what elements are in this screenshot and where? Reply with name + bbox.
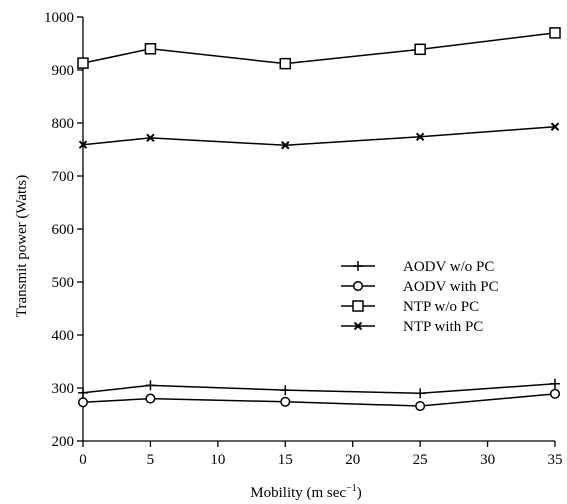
x-tick-label: 15 bbox=[278, 452, 293, 468]
data-point bbox=[415, 132, 425, 141]
legend-marker bbox=[352, 300, 364, 312]
series-ntp-with-pc bbox=[78, 122, 560, 150]
legend: AODV w/o PC AODV with PC NTP w/o PC NTP wit… bbox=[341, 259, 499, 335]
x-tick-label: 0 bbox=[79, 452, 87, 468]
legend-label: AODV w/o PC bbox=[403, 259, 494, 275]
y-tick-label: 500 bbox=[52, 275, 75, 291]
series-ntp-w-o-pc bbox=[77, 27, 561, 70]
data-point bbox=[549, 27, 561, 39]
data-point bbox=[280, 396, 291, 407]
y-tick-label: 800 bbox=[52, 116, 75, 132]
y-axis-label: Transmit power (Watts) bbox=[14, 175, 30, 317]
data-point bbox=[77, 397, 89, 408]
series-layer bbox=[77, 27, 561, 412]
data-point bbox=[414, 43, 426, 56]
data-point bbox=[78, 387, 88, 398]
data-point bbox=[415, 388, 426, 399]
x-tick-label: 5 bbox=[147, 452, 155, 468]
data-point bbox=[279, 57, 292, 70]
data-point bbox=[77, 57, 89, 69]
legend-marker bbox=[353, 261, 363, 271]
legend-marker bbox=[352, 280, 364, 292]
x-axis-label-main: Mobility (m sec bbox=[250, 485, 346, 501]
y-tick-label: 400 bbox=[52, 328, 75, 344]
data-point bbox=[281, 141, 290, 150]
x-tick-label: 10 bbox=[210, 452, 225, 468]
legend-item: NTP w/o PC bbox=[341, 299, 479, 315]
axes: 200 300 400 500 600 700 800 900 1000 0 5 10 15 20 25 30… bbox=[44, 10, 563, 468]
x-axis-label: Mobility (m sec−1) bbox=[250, 483, 361, 501]
x-axis-label-close: ) bbox=[357, 485, 362, 501]
y-tick-label: 700 bbox=[52, 169, 75, 185]
y-tick-label: 300 bbox=[52, 381, 75, 397]
data-point bbox=[146, 133, 155, 143]
x-tick-label: 25 bbox=[413, 452, 428, 468]
data-point bbox=[144, 43, 157, 55]
data-point bbox=[550, 122, 560, 131]
data-point bbox=[145, 380, 156, 391]
y-tick-label: 1000 bbox=[44, 10, 74, 26]
data-point bbox=[415, 400, 426, 412]
legend-item: NTP with PC bbox=[341, 319, 483, 335]
y-tick-label: 200 bbox=[52, 434, 75, 450]
y-tick-label: 600 bbox=[52, 222, 75, 238]
legend-item: AODV with PC bbox=[341, 279, 499, 295]
legend-label: AODV with PC bbox=[403, 279, 499, 295]
legend-label: NTP w/o PC bbox=[403, 299, 479, 315]
series-aodv-with-pc bbox=[77, 388, 561, 412]
legend-marker bbox=[353, 321, 363, 331]
data-point bbox=[78, 140, 88, 149]
data-point bbox=[549, 388, 561, 399]
legend-label: NTP with PC bbox=[403, 319, 483, 335]
data-point bbox=[145, 393, 156, 404]
x-axis-label-sup: −1 bbox=[346, 483, 357, 494]
x-tick-label: 30 bbox=[480, 452, 495, 468]
legend-item: AODV w/o PC bbox=[341, 259, 494, 275]
data-point bbox=[550, 378, 560, 389]
y-tick-label: 900 bbox=[52, 63, 75, 79]
x-tick-label: 35 bbox=[548, 452, 563, 468]
series-line bbox=[82, 125, 556, 147]
data-point bbox=[280, 385, 291, 396]
series-aodv-w-o-pc bbox=[78, 378, 560, 399]
x-tick-label: 20 bbox=[345, 452, 360, 468]
